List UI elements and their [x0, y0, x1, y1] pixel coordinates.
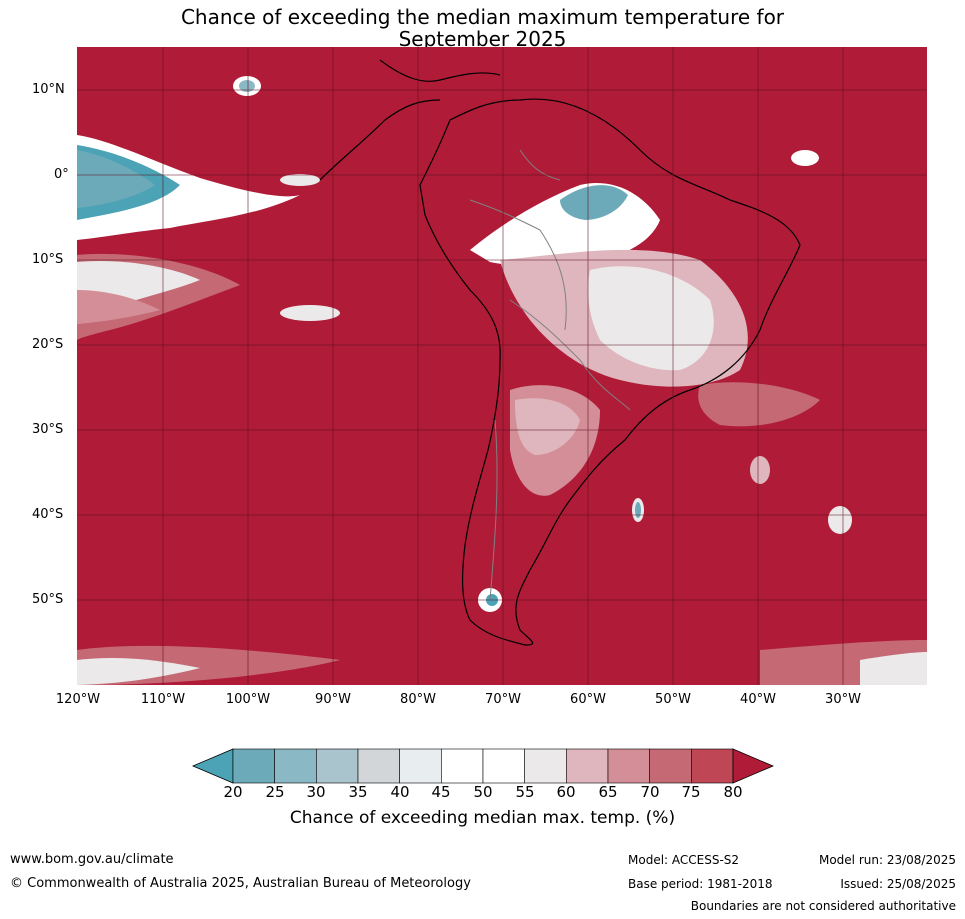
lat-label-10n: 10°N: [32, 82, 65, 97]
lat-label-30s: 30°S: [32, 422, 64, 437]
brazil-pale-region: [588, 266, 714, 371]
border-3: [509, 299, 581, 361]
border-2: [539, 229, 567, 331]
lon-label-60w: 60°W: [570, 692, 606, 707]
map-background: [77, 47, 927, 685]
lon-label-70w: 70°W: [485, 692, 521, 707]
colorbar-left-arrow: [191, 748, 234, 784]
footer-website: www.bom.gov.au/climate: [10, 852, 174, 867]
lon-label-40w: 40°W: [740, 692, 776, 707]
lat-label-50s: 50°S: [32, 592, 64, 607]
colorbar-label-40: 40: [390, 783, 410, 801]
colorbar-cell: [441, 748, 484, 784]
pacific-blob-20s: [280, 305, 340, 321]
southern-ocean-band-light: [77, 657, 200, 685]
colorbar: [191, 748, 775, 784]
colorbar-cells: [232, 748, 734, 784]
colorbar-cell: [566, 748, 609, 784]
southern-cone-light: [515, 398, 580, 455]
colorbar-cell: [524, 748, 567, 784]
colorbar-label-20: 20: [223, 783, 243, 801]
atlantic-pink-patch: [698, 382, 820, 427]
colorbar-label-25: 25: [265, 783, 285, 801]
colorbar-cell: [691, 748, 734, 784]
atlantic-blob-east2: [750, 456, 770, 484]
map-title-line2: September 2025: [398, 27, 567, 51]
atlantic-blob-40s-core: [635, 502, 641, 518]
lat-label-40s: 40°S: [32, 507, 64, 522]
lat-label-20s: 20°S: [32, 337, 64, 352]
border-4: [489, 419, 498, 601]
lat-label-10s: 10°S: [32, 252, 64, 267]
footer-model: Model: ACCESS-S2: [628, 853, 740, 867]
lon-label-50w: 50°W: [655, 692, 691, 707]
pacific-cool-edge: [77, 150, 155, 208]
lon-label-110w: 110°W: [140, 692, 186, 707]
atlantic-blob-east: [828, 506, 852, 534]
colorbar-label-75: 75: [681, 783, 701, 801]
lon-label-120w: 120°W: [55, 692, 101, 707]
map-title-line1: Chance of exceeding the median maximum t…: [180, 5, 785, 29]
country-borders: [469, 149, 631, 601]
colorbar-cell: [607, 748, 650, 784]
cool-blob-10n-core: [239, 80, 255, 92]
colorbar-label-60: 60: [556, 783, 576, 801]
colorbar-label-30: 30: [306, 783, 326, 801]
footer-issued: Issued: 25/08/2025: [840, 877, 956, 891]
colorbar-label-65: 65: [598, 783, 618, 801]
colorbar-caption: Chance of exceeding median max. temp. (%…: [289, 808, 676, 828]
lon-label-30w: 30°W: [825, 692, 861, 707]
footer-model-run: Model run: 23/08/2025: [818, 853, 956, 867]
caribbean-coastline: [379, 59, 501, 82]
colorbar-cell: [316, 748, 359, 784]
border-5: [579, 359, 631, 411]
pacific-mid-band: [77, 290, 160, 324]
colorbar-label-55: 55: [515, 783, 535, 801]
gridlines: [77, 47, 927, 685]
southern-ocean-east-light: [860, 652, 927, 685]
footer-copyright: © Commonwealth of Australia 2025, Austra…: [10, 876, 471, 891]
amazon-cool-core: [560, 185, 628, 220]
border-1: [469, 199, 541, 231]
atlantic-blob-0: [791, 150, 819, 166]
colorbar-right-arrow: [732, 748, 775, 784]
colorbar-cell: [274, 748, 317, 784]
colorbar-label-45: 45: [431, 783, 451, 801]
colorbar-cell: [482, 748, 525, 784]
colorbar-label-70: 70: [640, 783, 660, 801]
cool-blob-equator: [280, 174, 320, 186]
probability-patches: [77, 76, 927, 685]
lon-label-90w: 90°W: [315, 692, 351, 707]
lat-label-0: 0°: [54, 167, 69, 182]
colorbar-label-80: 80: [723, 783, 743, 801]
border-6: [519, 149, 561, 181]
lon-label-80w: 80°W: [400, 692, 436, 707]
lon-label-100w: 100°W: [225, 692, 271, 707]
colorbar-label-50: 50: [473, 783, 493, 801]
colorbar-cell: [357, 748, 400, 784]
colorbar-cell: [649, 748, 692, 784]
footer-disclaimer: Boundaries are not considered authoritat…: [690, 899, 956, 913]
colorbar-label-35: 35: [348, 783, 368, 801]
colorbar-cell: [399, 748, 442, 784]
footer-base-period: Base period: 1981-2018: [628, 877, 773, 891]
coastlines: [319, 59, 801, 646]
central-america-coastline: [319, 99, 441, 181]
colorbar-cell: [232, 748, 275, 784]
south-america-coastline: [419, 98, 801, 646]
